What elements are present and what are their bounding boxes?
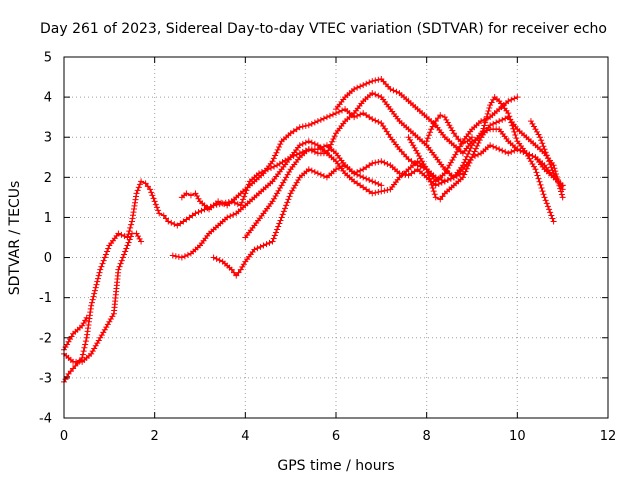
y-tick-label: -4 bbox=[39, 412, 52, 427]
x-tick-label: 6 bbox=[332, 429, 340, 444]
x-tick-label: 8 bbox=[423, 429, 431, 444]
y-tick-label: -2 bbox=[39, 331, 52, 346]
y-tick-label: 0 bbox=[44, 251, 52, 266]
y-tick-label: -1 bbox=[39, 291, 52, 306]
series-pass-6 bbox=[210, 158, 466, 279]
series-pass-11 bbox=[527, 118, 566, 193]
x-axis-label: GPS time / hours bbox=[277, 458, 394, 474]
plus-markers bbox=[423, 112, 475, 147]
grid bbox=[64, 57, 608, 418]
y-axis-label: SDTVAR / TECUs bbox=[7, 181, 23, 296]
x-tick-label: 0 bbox=[60, 429, 68, 444]
y-tick-label: -3 bbox=[39, 371, 52, 386]
y-tick-label: 2 bbox=[44, 171, 52, 186]
plus-markers bbox=[242, 90, 566, 241]
series-pass-8 bbox=[333, 76, 566, 201]
y-tick-label: 1 bbox=[44, 211, 52, 226]
series-pass-9 bbox=[405, 94, 557, 225]
y-tick-label: 5 bbox=[44, 51, 52, 66]
series-line bbox=[407, 96, 555, 223]
x-tick-label: 10 bbox=[509, 429, 526, 444]
axis-ticks bbox=[63, 56, 609, 419]
plus-markers bbox=[527, 118, 566, 193]
series-pass-10 bbox=[423, 112, 475, 147]
plus-markers bbox=[333, 76, 566, 201]
series-pass-4 bbox=[178, 106, 566, 213]
data-series bbox=[61, 76, 566, 385]
y-tick-labels: -4 -3 -2 -1 0 1 2 3 4 5 bbox=[39, 51, 52, 427]
x-tick-labels: 0 2 4 6 8 10 12 bbox=[60, 429, 616, 444]
chart-title: Day 261 of 2023, Sidereal Day-to-day VTE… bbox=[40, 21, 607, 37]
x-tick-label: 12 bbox=[600, 429, 617, 444]
x-tick-label: 2 bbox=[151, 429, 159, 444]
y-tick-label: 3 bbox=[44, 131, 52, 146]
series-pass-7 bbox=[242, 90, 566, 241]
plus-markers bbox=[405, 94, 557, 225]
y-tick-label: 4 bbox=[44, 91, 52, 106]
series-line bbox=[63, 232, 142, 363]
x-tick-label: 4 bbox=[241, 429, 249, 444]
plus-markers bbox=[210, 158, 466, 279]
series-line bbox=[212, 160, 464, 277]
series-pass-2 bbox=[61, 230, 145, 365]
plus-markers bbox=[61, 230, 145, 365]
